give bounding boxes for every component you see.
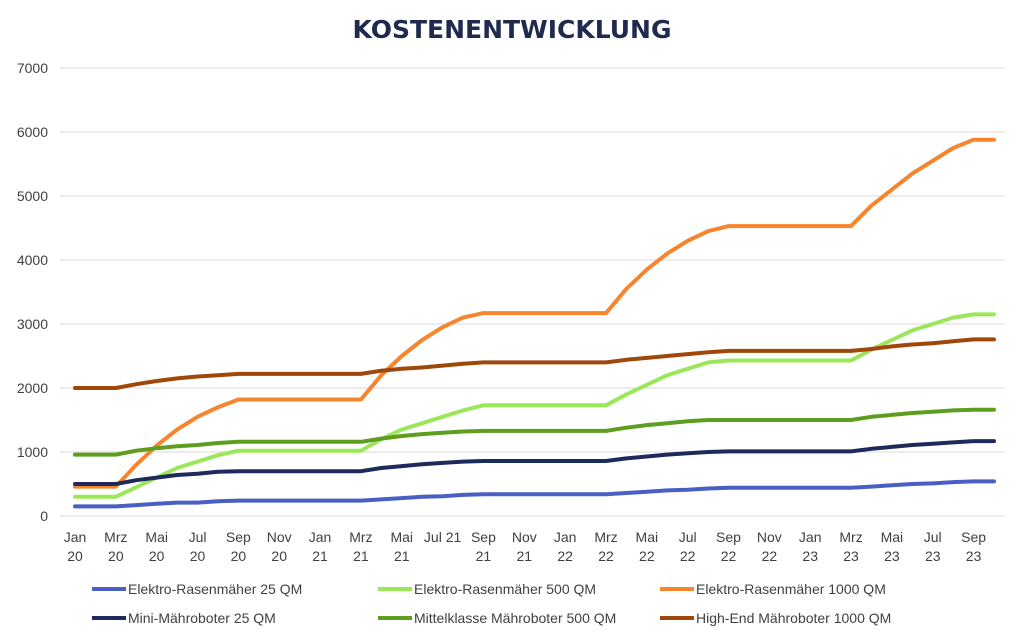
x-tick-label-year: 21 (394, 548, 410, 564)
x-tick-label-year: 23 (925, 548, 941, 564)
x-tick-label: Nov (757, 529, 782, 545)
y-tick-label: 4000 (17, 252, 48, 268)
legend-label: Mini-Mähroboter 25 QM (128, 610, 276, 626)
x-tick-label: Mrz (594, 529, 617, 545)
x-tick-label-year: 23 (843, 548, 859, 564)
x-tick-label: Sep (716, 529, 741, 545)
x-tick-label-year: 22 (762, 548, 778, 564)
gridlines (60, 67, 1005, 517)
x-tick-label: Jul (189, 529, 207, 545)
x-tick-label: Sep (226, 529, 251, 545)
y-tick-label: 0 (40, 508, 48, 524)
x-tick-label-year: 20 (190, 548, 206, 564)
legend: Elektro-Rasenmäher 25 QM Elektro-Rasenmäh… (92, 581, 891, 626)
x-tick-label-year: 20 (67, 548, 83, 564)
x-tick-label: Mrz (349, 529, 372, 545)
y-tick-label: 3000 (17, 316, 48, 332)
series-line (73, 407, 996, 457)
series-line (73, 312, 996, 499)
y-axis-ticks: 0 1000 2000 3000 4000 5000 6000 7000 (17, 60, 48, 524)
x-tick-label: Sep (961, 529, 986, 545)
x-tick-label-year: 22 (721, 548, 737, 564)
legend-label: Mittelklasse Mähroboter 500 QM (414, 610, 616, 626)
x-tick-label: Jul (679, 529, 697, 545)
x-tick-label-year: 23 (884, 548, 900, 564)
legend-label: Elektro-Rasenmäher 1000 QM (696, 581, 886, 597)
x-tick-label: Jul (924, 529, 942, 545)
x-tick-label: Jul 21 (424, 529, 462, 545)
x-tick-label-year: 20 (271, 548, 287, 564)
series-line (73, 479, 996, 509)
y-tick-label: 7000 (17, 60, 48, 76)
x-tick-label: Mai (145, 529, 168, 545)
x-tick-label: Jan (554, 529, 577, 545)
x-tick-label: Mai (636, 529, 659, 545)
x-tick-label-year: 20 (149, 548, 165, 564)
y-tick-label: 5000 (17, 188, 48, 204)
y-tick-label: 6000 (17, 124, 48, 140)
x-tick-label: Mai (881, 529, 904, 545)
x-tick-label: Mai (390, 529, 413, 545)
y-tick-label: 1000 (17, 444, 48, 460)
x-tick-label-year: 21 (516, 548, 532, 564)
x-tick-label-year: 23 (966, 548, 982, 564)
legend-label: Elektro-Rasenmäher 25 QM (128, 581, 302, 597)
x-tick-label-year: 21 (476, 548, 492, 564)
x-tick-label-year: 21 (353, 548, 369, 564)
x-tick-label-year: 22 (598, 548, 614, 564)
x-tick-label-year: 22 (557, 548, 573, 564)
series-line (73, 137, 996, 489)
x-tick-label: Mrz (839, 529, 862, 545)
series-line (73, 337, 996, 390)
legend-label: High-End Mähroboter 1000 QM (696, 610, 891, 626)
x-tick-label: Mrz (104, 529, 127, 545)
series-lines (73, 137, 996, 509)
x-tick-label-year: 20 (108, 548, 124, 564)
x-tick-label: Jan (309, 529, 332, 545)
legend-label: Elektro-Rasenmäher 500 QM (414, 581, 596, 597)
x-axis-ticks: Jan 20 Mrz 20 Mai 20 Jul 20 Sep 20 Nov 20 Jan 21 Mrz 21… (64, 529, 987, 564)
x-tick-label-year: 22 (680, 548, 696, 564)
x-tick-label-year: 22 (639, 548, 655, 564)
x-tick-label: Jan (799, 529, 822, 545)
y-tick-label: 2000 (17, 380, 48, 396)
x-tick-label: Jan (64, 529, 87, 545)
x-tick-label: Nov (267, 529, 292, 545)
x-tick-label: Sep (471, 529, 496, 545)
x-tick-label-year: 21 (312, 548, 328, 564)
x-tick-label-year: 23 (802, 548, 818, 564)
chart-title: KOSTENENTWICKLUNG (353, 15, 672, 44)
x-tick-label-year: 20 (231, 548, 247, 564)
series-line (73, 439, 996, 486)
x-tick-label: Nov (512, 529, 537, 545)
